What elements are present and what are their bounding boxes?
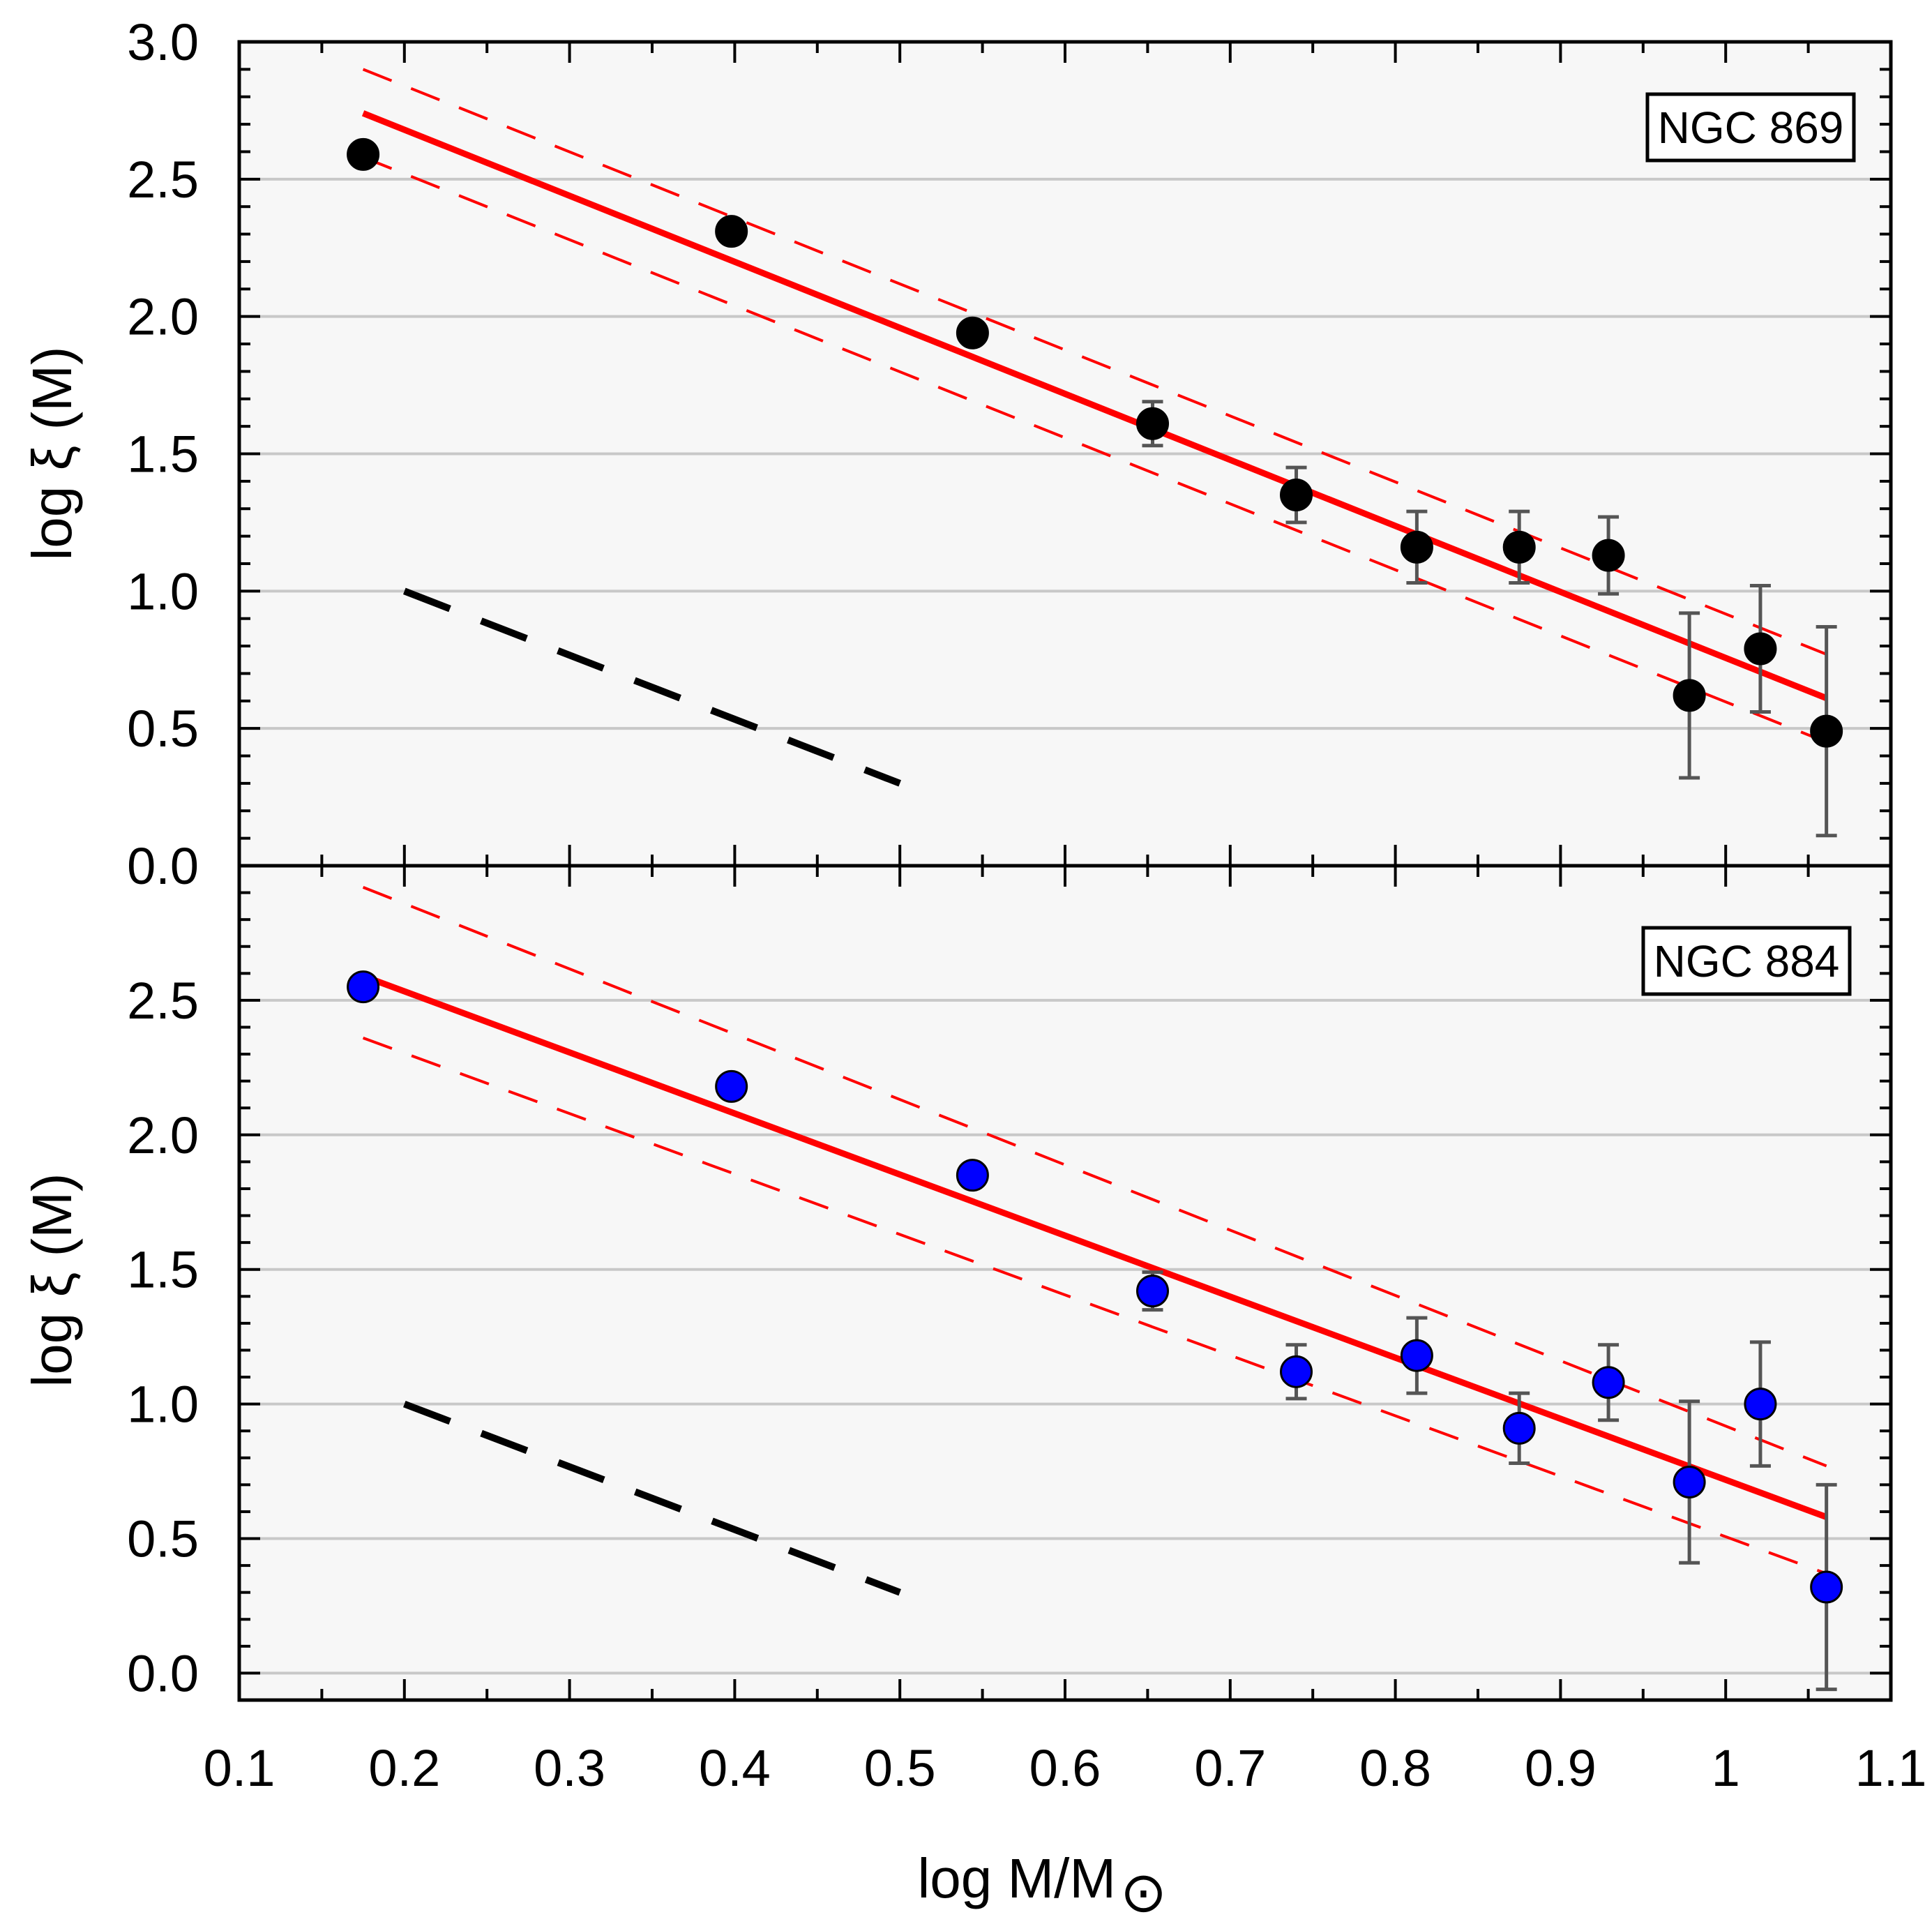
- data-point-top-7: [1592, 539, 1625, 572]
- y-tick-label-top-5: 2.5: [127, 151, 199, 209]
- confidence-bands: [362, 68, 1827, 1575]
- gridlines: [239, 177, 1891, 1675]
- legend-top-box: [1645, 92, 1856, 163]
- y-tick-label-top-2: 1.0: [127, 562, 199, 620]
- data-point-top-5: [1400, 530, 1433, 564]
- legend-top-label: NGC 869: [1658, 103, 1844, 153]
- data-point-bottom-9: [1744, 1388, 1777, 1421]
- confidence-band-lower-top: [362, 156, 1827, 744]
- y-tick-label-top-0: 0.0: [127, 837, 199, 895]
- y-tick-label-top-3: 1.5: [127, 426, 199, 483]
- x-tick-label-2: 0.3: [534, 1739, 605, 1797]
- reference-line-bottom: [403, 1400, 901, 1596]
- panel-bottom-background: [239, 866, 1891, 1700]
- y-tick-label-bottom-1: 0.5: [127, 1510, 199, 1568]
- data-point-bottom-4: [1280, 1355, 1313, 1388]
- x-tick-label-10: 1.1: [1855, 1739, 1927, 1797]
- data-point-top-10: [1810, 714, 1843, 748]
- panel-bottom-frame: [237, 864, 1893, 1702]
- y-axis-title-top: log ξ (M): [21, 347, 83, 561]
- x-tick-label-8: 0.9: [1525, 1739, 1597, 1797]
- data-point-top-4: [1280, 479, 1313, 512]
- fit-line-top: [361, 110, 1828, 702]
- data-point-top-0: [347, 137, 380, 171]
- x-tick-label-4: 0.5: [864, 1739, 936, 1797]
- x-axis-title: log M/M: [918, 1847, 1117, 1909]
- reference-line-top: [402, 587, 902, 787]
- data-point-bottom-10: [1810, 1570, 1843, 1604]
- x-tick-label-9: 1: [1712, 1739, 1740, 1797]
- x-tick-label-1: 0.2: [368, 1739, 440, 1797]
- data-point-top-8: [1673, 679, 1706, 712]
- x-tick-label-5: 0.6: [1029, 1739, 1101, 1797]
- confidence-band-upper-top: [362, 68, 1827, 656]
- data-point-top-3: [1136, 407, 1170, 440]
- legend-bottom-label: NGC 884: [1654, 936, 1840, 986]
- legend-bottom-box: [1641, 926, 1852, 996]
- y-tick-label-bottom-3: 1.5: [127, 1241, 199, 1299]
- reference-lines: [402, 587, 902, 1596]
- data-point-top-9: [1744, 632, 1777, 666]
- x-axis-title-subscript: ⊙: [1120, 1861, 1167, 1923]
- confidence-band-upper-bottom: [362, 886, 1827, 1468]
- x-tick-label-6: 0.7: [1194, 1739, 1266, 1797]
- x-tick-label-3: 0.4: [699, 1739, 771, 1797]
- y-axis-title-bottom: log ξ (M): [21, 1173, 83, 1388]
- x-tick-label-7: 0.8: [1359, 1739, 1431, 1797]
- legend-bottom: NGC 884: [1641, 926, 1852, 996]
- data-point-bottom-6: [1502, 1411, 1536, 1445]
- data-point-bottom-2: [956, 1159, 989, 1192]
- y-tick-label-bottom-5: 2.5: [127, 972, 199, 1030]
- y-tick-label-top-4: 2.0: [127, 288, 199, 346]
- y-tick-label-top-6: 3.0: [127, 13, 199, 71]
- fit-lines: [361, 110, 1828, 1520]
- tick-labels: 0.0 0.5 1.0 1.5 2.0 2.5 3.0 0.0 0.5 1.0 1.5 2.0 2.5 0…: [127, 13, 1926, 1797]
- error-bars: [1142, 400, 1837, 1692]
- confidence-band-lower-bottom: [362, 1037, 1827, 1575]
- data-point-bottom-7: [1592, 1366, 1625, 1399]
- fit-line-bottom: [362, 972, 1828, 1520]
- data-point-top-1: [715, 215, 748, 248]
- data-point-top-6: [1502, 530, 1536, 564]
- y-tick-label-top-1: 0.5: [127, 700, 199, 758]
- legend-top: NGC 869: [1645, 92, 1856, 163]
- x-tick-label-0: 0.1: [204, 1739, 276, 1797]
- data-point-top-2: [956, 316, 989, 350]
- data-points: [347, 137, 1843, 1604]
- y-tick-label-bottom-4: 2.0: [127, 1106, 199, 1164]
- y-tick-label-bottom-0: 0.0: [127, 1644, 199, 1702]
- data-point-bottom-5: [1400, 1339, 1433, 1372]
- y-tick-label-bottom-2: 1.0: [127, 1376, 199, 1434]
- data-point-bottom-0: [347, 970, 380, 1004]
- data-point-bottom-8: [1673, 1465, 1706, 1498]
- data-point-bottom-1: [715, 1069, 748, 1103]
- data-point-bottom-3: [1136, 1275, 1170, 1308]
